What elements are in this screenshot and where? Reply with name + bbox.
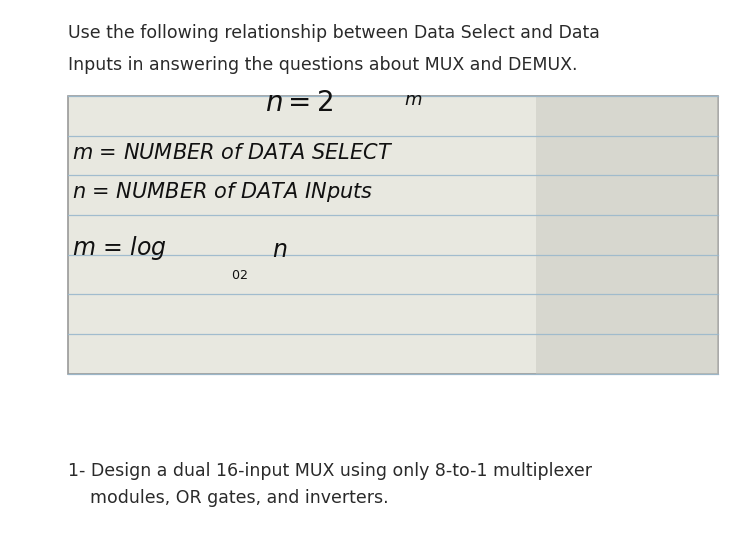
Text: $_{02}$: $_{02}$ [231, 264, 247, 282]
Text: $n$: $n$ [272, 238, 287, 262]
Text: Inputs in answering the questions about MUX and DEMUX.: Inputs in answering the questions about … [68, 56, 578, 74]
Bar [68, 96, 718, 374]
Text: $m$: $m$ [404, 91, 423, 109]
Bar [536, 96, 718, 374]
Text: $m$ = NUMBER of DATA SELECT: $m$ = NUMBER of DATA SELECT [72, 143, 393, 163]
Text: $m$ = log: $m$ = log [72, 234, 167, 262]
Text: Use the following relationship between Data Select and Data: Use the following relationship between D… [68, 24, 600, 42]
Text: 1- Design a dual 16-input MUX using only 8-to-1 multiplexer
    modules, OR gate: 1- Design a dual 16-input MUX using only… [68, 461, 592, 507]
Text: $n = 2$: $n = 2$ [265, 90, 333, 117]
Text: $n$ = NUMBER of DATA INputs: $n$ = NUMBER of DATA INputs [72, 180, 373, 204]
